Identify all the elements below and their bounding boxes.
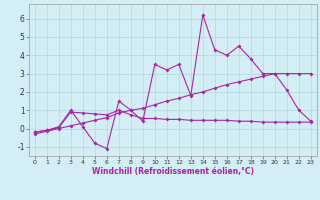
X-axis label: Windchill (Refroidissement éolien,°C): Windchill (Refroidissement éolien,°C) <box>92 167 254 176</box>
